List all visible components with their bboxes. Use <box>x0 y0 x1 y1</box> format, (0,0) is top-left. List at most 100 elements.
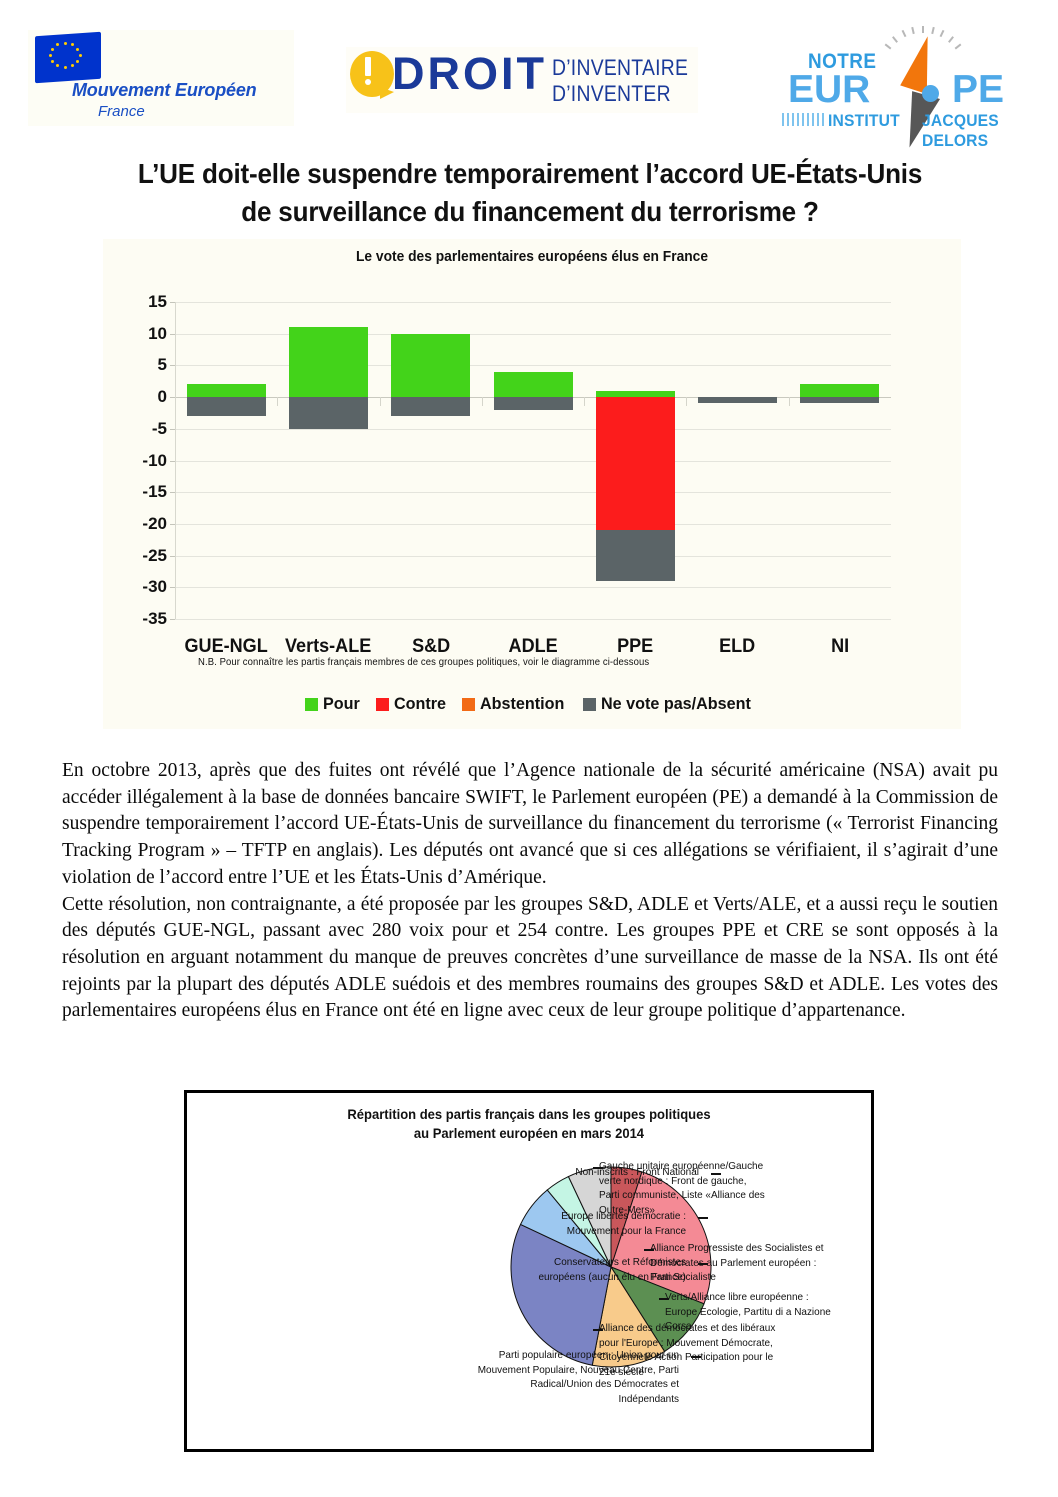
eu-star <box>50 59 54 63</box>
y-gridline <box>175 428 891 430</box>
compass-tick-icon <box>939 30 945 38</box>
droit-subtitle-1: D’INVENTAIRE <box>552 55 689 80</box>
eu-star <box>56 43 59 47</box>
compass-tick-icon <box>922 26 924 33</box>
x-axis-category-label: ADLE <box>508 636 558 657</box>
speech-bubble-icon <box>350 51 394 99</box>
europe-dot-icon <box>922 85 939 102</box>
bar-segment <box>800 397 880 404</box>
mouvement-europeen-logo: Mouvement Européen France <box>28 30 294 126</box>
pie-slice-label: Europe libertés démocratie : Mouvement p… <box>561 1210 686 1237</box>
pie-chart-title: Répartition des partis français dans les… <box>211 1105 847 1143</box>
y-axis-tick-label: 0 <box>157 387 167 407</box>
legend-label: Abstention <box>480 694 565 713</box>
bar-segment <box>186 384 266 398</box>
body-paragraph-1: En octobre 2013, après que des fuites on… <box>62 760 998 888</box>
eu-stars-icon <box>46 40 88 74</box>
x-axis-category-label: GUE-NGL <box>184 636 268 657</box>
y-tickmark <box>170 428 175 430</box>
hatch-bar <box>787 113 789 126</box>
pie-leader-line <box>593 1167 603 1169</box>
bar-chart-note: N.B. Pour connaître les partis français … <box>198 657 650 668</box>
vote-bar-chart: Le vote des parlementaires européens élu… <box>103 239 961 729</box>
pie-slices <box>510 1166 712 1368</box>
pie-slice-label: Gauche unitaire européenne/Gauche verte … <box>599 1160 765 1216</box>
pie-graphic <box>509 1165 713 1369</box>
eu-star <box>56 63 59 67</box>
bar-segment <box>391 397 471 417</box>
bar-segment <box>493 371 573 398</box>
y-axis-tick-label: -30 <box>142 577 167 597</box>
pie-leader-line <box>698 1263 708 1265</box>
pie-slice-label: Parti populaire européen : Union pour un… <box>477 1349 679 1405</box>
y-tickmark <box>170 492 175 494</box>
bar-segment <box>698 397 778 404</box>
compass-tick-icon <box>911 26 915 35</box>
legend-label: Ne vote pas/Absent <box>601 694 752 713</box>
x-axis-category-label: NI <box>830 636 849 657</box>
eu-star <box>50 47 54 51</box>
y-gridline <box>175 302 891 303</box>
compass-tick-icon <box>954 43 962 50</box>
eu-star <box>78 53 82 57</box>
bar-chart-legend: Pour Contre Abstention Ne vote pas/Absent <box>103 694 961 714</box>
legend-color-swatch <box>375 697 389 711</box>
y-axis-tick-label: 15 <box>148 292 167 311</box>
x-tickmark <box>788 397 790 407</box>
hatch-bar <box>812 113 814 126</box>
legend-item: Contre <box>375 694 449 714</box>
y-axis-tick-label: 10 <box>148 323 167 343</box>
pie-leader-line <box>698 1217 708 1219</box>
compass-tick-icon <box>947 35 954 43</box>
y-gridline <box>175 333 891 335</box>
x-axis-category-label: ELD <box>719 636 756 657</box>
legend-item: Ne vote pas/Absent <box>583 694 759 714</box>
hatch-bar <box>817 113 819 126</box>
compass-tick-icon <box>901 30 907 38</box>
page-title: L’UE doit-elle suspendre temporairement … <box>137 158 923 227</box>
bar-chart-title: Le vote des parlementaires européens élu… <box>355 248 709 265</box>
legend-item: Abstention <box>462 694 569 714</box>
europe-word-part2: PE <box>952 68 1005 111</box>
bar-segment <box>391 333 471 398</box>
x-axis-category-label: Verts-ALE <box>285 636 372 657</box>
notre-word: NOTRE <box>808 50 877 73</box>
y-tickmark <box>170 302 175 303</box>
y-gridline <box>175 555 891 557</box>
pie-slice <box>591 1265 666 1368</box>
institut-word: INSTITUT <box>828 111 900 130</box>
y-axis-tick-label: -15 <box>142 482 167 502</box>
y-gridline <box>175 460 891 462</box>
pie-leader-line <box>593 1329 603 1331</box>
pie-chart-title-line-2: au Parlement européen en mars 2014 <box>413 1125 645 1141</box>
hatch-bar <box>797 113 799 126</box>
hatch-bars-icon <box>782 113 826 127</box>
pie-slice-label: Alliance des démocrates et des libéraux … <box>599 1322 776 1378</box>
hatch-bar <box>782 113 784 126</box>
droit-subtitle-2: D’INVENTER <box>552 81 671 106</box>
hatch-bar <box>822 113 824 126</box>
eu-star <box>63 65 67 69</box>
y-tickmark <box>170 555 175 557</box>
pie-slice-label: Conservateurs et Réformistes européens (… <box>538 1256 686 1283</box>
bar-chart-plot-area: 15 10 5 0 -5 -10 -15 -20 -25 -30 -35 GUE-NGL Verts-A… <box>142 292 891 657</box>
y-tickmark <box>170 397 175 399</box>
droit-dinventaire-logo: DROIT D’INVENTAIRE D’INVENTER <box>346 47 698 113</box>
y-tickmark <box>170 587 175 589</box>
hatch-bar <box>807 113 809 126</box>
notre-europe-logo: NOTRE EUR PE INSTITUT JACQUES DELORS <box>770 22 1038 152</box>
eu-star <box>76 59 80 63</box>
eu-star <box>63 41 67 45</box>
y-axis-tick-label: -20 <box>142 513 167 533</box>
eu-star <box>71 43 74 47</box>
mouvement-europeen-name: Mouvement Européen <box>72 80 257 100</box>
x-tickmark <box>277 397 279 407</box>
jacques-delors-word: JACQUES DELORS <box>922 111 999 150</box>
bar-segment <box>288 397 368 429</box>
pie-slice-label: Verts/Alliance libre européenne : Europe… <box>665 1291 831 1332</box>
mouvement-europeen-country: France <box>98 103 145 120</box>
y-axis-tick-label: -10 <box>142 450 167 470</box>
x-tickmark <box>379 397 381 407</box>
y-gridline <box>175 365 891 367</box>
y-tickmark <box>170 365 175 367</box>
